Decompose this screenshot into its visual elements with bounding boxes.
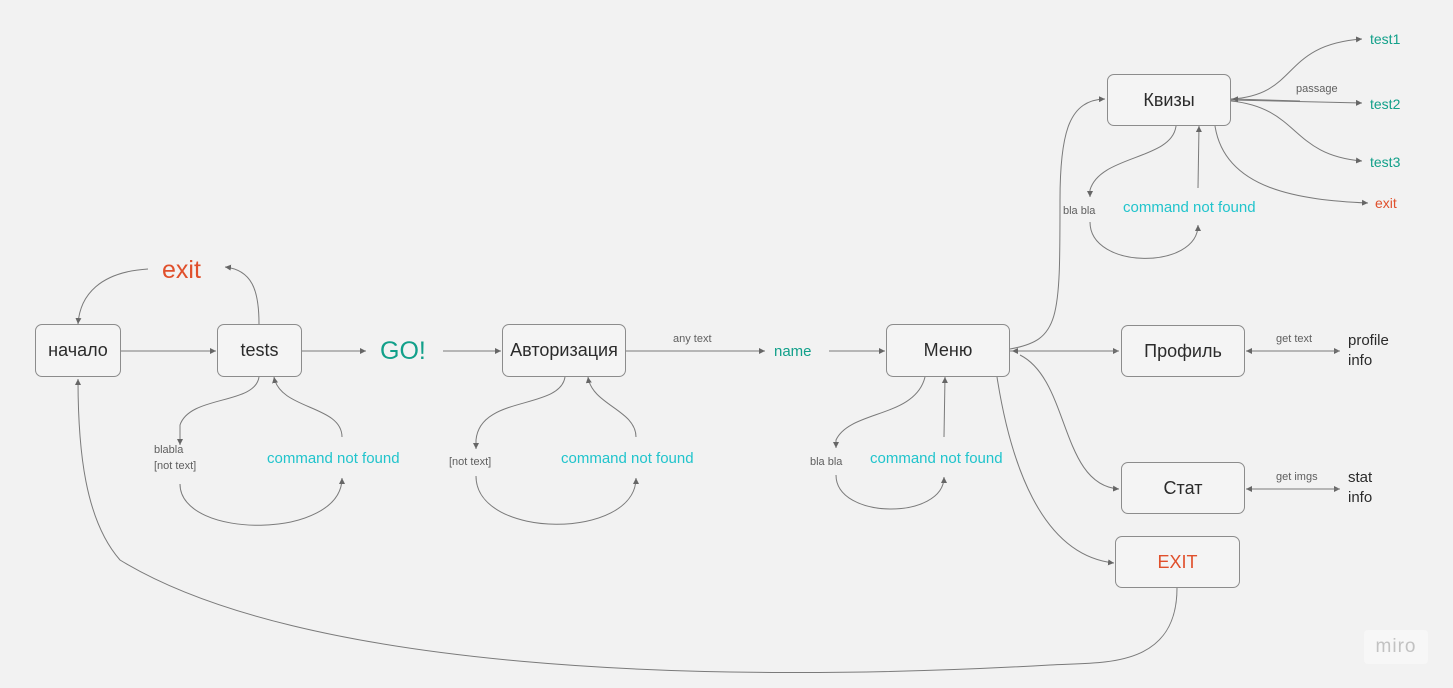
loop-quiz-return (1195, 125, 1202, 189)
node-start[interactable]: начало (35, 324, 121, 377)
edge-quiz-test3 (1230, 100, 1363, 164)
label-auth-nottext: [not text] (449, 456, 492, 468)
label-tests-blabla: blabla [not text] (154, 442, 196, 474)
label-blabla-line1: blabla (154, 444, 184, 456)
label-profile-info-line2: info (1348, 352, 1373, 369)
node-menu[interactable]: Меню (886, 324, 1010, 377)
label-stat-info-line2: info (1348, 489, 1373, 506)
loop-menu-return (941, 376, 948, 438)
edge-quiz-exit (1214, 125, 1369, 206)
label-blabla-line2: [not text] (154, 460, 197, 472)
edge-menu-quizzes (1009, 96, 1106, 350)
label-name: name (774, 343, 812, 360)
loop-tests-blabla (177, 376, 260, 445)
loop-menu-cnf (835, 474, 947, 510)
loop-quiz-cnf (1089, 221, 1201, 259)
loop-quiz-blabla (1087, 125, 1177, 197)
label-test2: test2 (1370, 96, 1401, 112)
label-quiz-cnf: command not found (1123, 199, 1256, 216)
label-get-text: get text (1276, 333, 1313, 345)
loop-auth-nottext (473, 376, 566, 449)
edge-exitbox-start (75, 378, 1178, 673)
edge-exit-start (75, 268, 149, 325)
edge-menu-exitbox (996, 376, 1115, 566)
edge-tests-exit (224, 264, 260, 325)
edge-menu-stat (1019, 354, 1120, 492)
label-quiz-exit: exit (1375, 195, 1397, 211)
label-exit-top: exit (162, 256, 201, 284)
label-test3: test3 (1370, 154, 1401, 170)
node-quizzes[interactable]: Квизы (1107, 74, 1231, 126)
node-auth[interactable]: Авторизация (502, 324, 626, 377)
loop-tests-cnf (179, 477, 345, 526)
label-tests-cnf: command not found (267, 450, 400, 467)
loop-tests-return (272, 376, 343, 438)
label-any-text: any text (673, 333, 712, 345)
node-exit[interactable]: EXIT (1115, 536, 1240, 588)
label-test1: test1 (1370, 31, 1401, 47)
miro-watermark: miro (1364, 630, 1428, 664)
edge-quiz-test1 (1230, 36, 1363, 100)
loop-auth-cnf (475, 475, 639, 525)
node-profile[interactable]: Профиль (1121, 325, 1245, 377)
node-stat[interactable]: Стат (1121, 462, 1245, 514)
label-get-imgs: get imgs (1276, 471, 1318, 483)
loop-menu-blabla (833, 376, 926, 448)
label-profile-info-line1: profile (1348, 332, 1389, 349)
label-profile-info: profile info (1348, 331, 1389, 371)
edge-test2-quiz (1231, 96, 1301, 103)
label-quiz-blabla: bla bla (1063, 205, 1096, 217)
label-passage: passage (1296, 83, 1338, 95)
label-go: GO! (380, 337, 426, 365)
loop-auth-return (585, 376, 637, 438)
label-menu-blabla: bla bla (810, 456, 843, 468)
label-stat-info: stat info (1348, 468, 1372, 508)
node-tests[interactable]: tests (217, 324, 302, 377)
edge-quiz-test2 (1230, 99, 1363, 106)
label-stat-info-line1: stat (1348, 469, 1373, 486)
label-menu-cnf: command not found (870, 450, 1003, 467)
label-auth-cnf: command not found (561, 450, 694, 467)
